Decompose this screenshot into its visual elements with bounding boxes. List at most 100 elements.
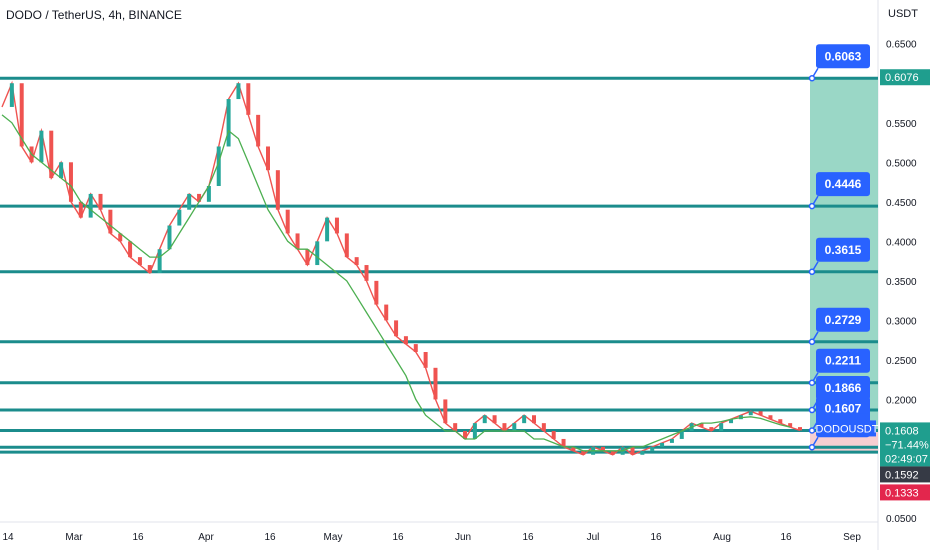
y-tick-label-4: 0.4000 bbox=[886, 237, 917, 248]
callout-label-1: 0.4446 bbox=[825, 177, 862, 191]
candle bbox=[541, 423, 546, 432]
callout-anchor-4 bbox=[808, 379, 816, 386]
candle bbox=[433, 367, 438, 400]
candle bbox=[650, 446, 655, 451]
candle bbox=[669, 438, 674, 443]
callout-anchor-7 bbox=[808, 444, 816, 451]
candle bbox=[285, 209, 290, 234]
callout-label-5: 0.1866 bbox=[825, 381, 862, 395]
y-tick-label-5: 0.3500 bbox=[886, 277, 917, 288]
candle bbox=[266, 146, 270, 171]
candle bbox=[206, 186, 211, 202]
x-tick-label-6: 16 bbox=[392, 532, 404, 543]
candle bbox=[256, 114, 261, 147]
candle bbox=[709, 427, 714, 432]
candle bbox=[522, 415, 527, 424]
candle bbox=[561, 438, 566, 447]
candle bbox=[315, 241, 320, 266]
callout-box-5 bbox=[816, 376, 870, 401]
candle bbox=[571, 446, 576, 451]
callout-box-4 bbox=[816, 348, 870, 373]
moving-average-line bbox=[1, 114, 791, 452]
candle bbox=[679, 431, 684, 439]
candle bbox=[334, 217, 339, 234]
candle bbox=[788, 423, 793, 428]
chart-title: DODO / TetherUS, 4h, BINANCE bbox=[6, 8, 182, 22]
candle bbox=[729, 419, 734, 424]
callout-label-4: 0.2211 bbox=[825, 354, 861, 368]
candle bbox=[275, 170, 280, 210]
candle bbox=[758, 411, 763, 416]
candle bbox=[551, 431, 556, 439]
callout-box-1 bbox=[816, 172, 870, 197]
candle bbox=[246, 83, 251, 115]
callout-label-6: 0.1607 bbox=[825, 401, 862, 415]
candle bbox=[778, 419, 783, 424]
candle bbox=[394, 320, 399, 337]
candle bbox=[364, 265, 369, 281]
callout-label-2: 0.3615 bbox=[825, 243, 862, 257]
callout-anchor-1 bbox=[808, 202, 816, 210]
candle bbox=[167, 225, 172, 250]
stop-price-badge-text: 0.1333 bbox=[885, 487, 919, 499]
y-tick-label-3: 0.4500 bbox=[886, 198, 917, 209]
candle bbox=[98, 193, 103, 210]
candle bbox=[374, 280, 379, 305]
x-tick-label-0: 14 bbox=[2, 532, 14, 543]
x-tick-label-1: Mar bbox=[65, 532, 83, 543]
candle bbox=[128, 241, 133, 258]
x-tick-label-2: 16 bbox=[132, 532, 144, 543]
candle bbox=[216, 146, 221, 186]
symbol-badge-text: DODOUSDT bbox=[816, 423, 879, 435]
x-tick-label-5: May bbox=[324, 532, 343, 543]
stop-price-badge bbox=[880, 484, 930, 501]
callout-label-0: 0.6063 bbox=[825, 49, 862, 63]
candle bbox=[39, 130, 44, 163]
target-price-badge-text: 0.6076 bbox=[885, 72, 919, 84]
candle bbox=[305, 249, 310, 266]
target-price-badge bbox=[880, 69, 930, 86]
candle bbox=[600, 446, 605, 451]
y-tick-label-8: 0.2000 bbox=[886, 395, 917, 406]
callout-anchor-5 bbox=[808, 406, 816, 414]
candle bbox=[482, 415, 487, 424]
x-tick-label-9: Jul bbox=[587, 532, 600, 543]
candle bbox=[532, 415, 536, 424]
x-tick-label-12: 16 bbox=[780, 532, 792, 543]
candle bbox=[49, 130, 54, 179]
candle bbox=[59, 162, 64, 179]
candle bbox=[68, 162, 73, 202]
y-tick-label-7: 0.2500 bbox=[886, 356, 917, 367]
candle bbox=[88, 193, 93, 218]
candle bbox=[463, 431, 468, 439]
y-tick-label-6: 0.3000 bbox=[886, 316, 917, 327]
candle bbox=[354, 257, 359, 266]
price-series-line bbox=[1, 80, 801, 456]
callout-anchor-6 bbox=[808, 427, 816, 434]
candle bbox=[137, 257, 142, 266]
candle bbox=[492, 415, 497, 424]
candle bbox=[660, 442, 665, 447]
candle bbox=[719, 423, 724, 432]
price-unit-label: USDT bbox=[888, 8, 918, 20]
candle bbox=[226, 99, 231, 147]
candle bbox=[453, 423, 458, 432]
callout-box-3 bbox=[816, 307, 870, 332]
x-tick-label-3: Apr bbox=[198, 532, 214, 543]
candle bbox=[768, 415, 773, 420]
candle bbox=[699, 423, 704, 428]
candle bbox=[443, 399, 448, 424]
candle bbox=[384, 304, 389, 321]
countdown-timer-text: 02:49:07 bbox=[885, 453, 928, 465]
candle bbox=[177, 209, 182, 226]
candle bbox=[502, 423, 507, 432]
callout-anchor-3 bbox=[808, 338, 816, 346]
candle bbox=[413, 344, 418, 352]
candle bbox=[403, 336, 408, 345]
candle bbox=[344, 233, 349, 258]
dark-price-badge bbox=[880, 466, 930, 483]
candle bbox=[630, 446, 635, 455]
dark-price-badge-text: 0.1592 bbox=[885, 469, 919, 481]
candle bbox=[19, 83, 24, 147]
